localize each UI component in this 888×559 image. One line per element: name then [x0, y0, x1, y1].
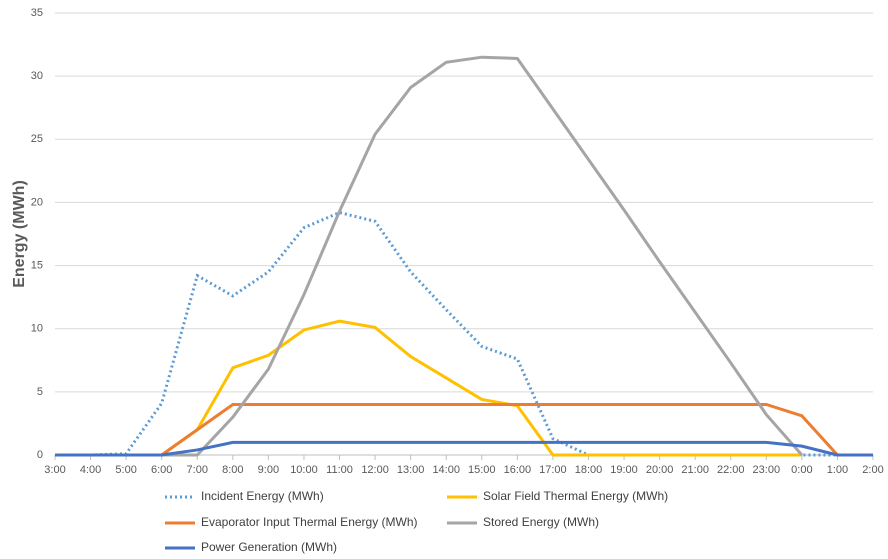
- legend-label: Solar Field Thermal Energy (MWh): [483, 489, 668, 503]
- legend-label: Power Generation (MWh): [201, 540, 337, 554]
- legend-label: Evaporator Input Thermal Energy (MWh): [201, 515, 418, 529]
- series-line: [55, 210, 873, 457]
- x-tick-label: 18:00: [575, 464, 603, 476]
- legend-label: Incident Energy (MWh): [201, 489, 324, 503]
- x-tick-label: 7:00: [187, 464, 208, 476]
- y-tick-label: 0: [37, 449, 43, 461]
- x-tick-label: 17:00: [539, 464, 567, 476]
- x-tick-label: 11:00: [326, 464, 353, 476]
- series-line: [55, 440, 873, 457]
- y-tick-label: 5: [37, 386, 43, 398]
- x-tick-label: 12:00: [361, 464, 389, 476]
- x-tick-label: 0:00: [791, 464, 812, 476]
- x-tick-label: 14:00: [432, 464, 460, 476]
- series-line: [55, 402, 873, 457]
- x-tick-label: 23:00: [753, 464, 781, 476]
- x-tick-label: 4:00: [80, 464, 101, 476]
- y-axis-title: Energy (MWh): [11, 180, 28, 288]
- x-tick-label: 8:00: [222, 464, 243, 476]
- x-tick-label: 9:00: [258, 464, 279, 476]
- x-tick-label: 19:00: [610, 464, 638, 476]
- x-tick-label: 21:00: [681, 464, 709, 476]
- y-tick-label: 25: [31, 133, 43, 145]
- x-tick-label: 16:00: [504, 464, 532, 476]
- y-tick-label: 15: [31, 259, 43, 271]
- x-tick-label: 22:00: [717, 464, 745, 476]
- y-tick-label: 10: [31, 323, 43, 335]
- x-tick-label: 10:00: [290, 464, 318, 476]
- x-tick-label: 6:00: [151, 464, 172, 476]
- x-tick-label: 5:00: [115, 464, 136, 476]
- x-tick-label: 20:00: [646, 464, 674, 476]
- legend-label: Stored Energy (MWh): [483, 515, 599, 529]
- x-tick-label: 13:00: [397, 464, 425, 476]
- x-tick-label: 15:00: [468, 464, 496, 476]
- series-line: [55, 55, 803, 457]
- x-tick-label: 3:00: [44, 464, 65, 476]
- series-line: [55, 319, 802, 457]
- y-tick-label: 35: [31, 7, 43, 19]
- y-tick-label: 20: [31, 196, 43, 208]
- x-tick-label: 2:00: [862, 464, 883, 476]
- x-tick-label: 1:00: [827, 464, 848, 476]
- y-tick-label: 30: [31, 70, 43, 82]
